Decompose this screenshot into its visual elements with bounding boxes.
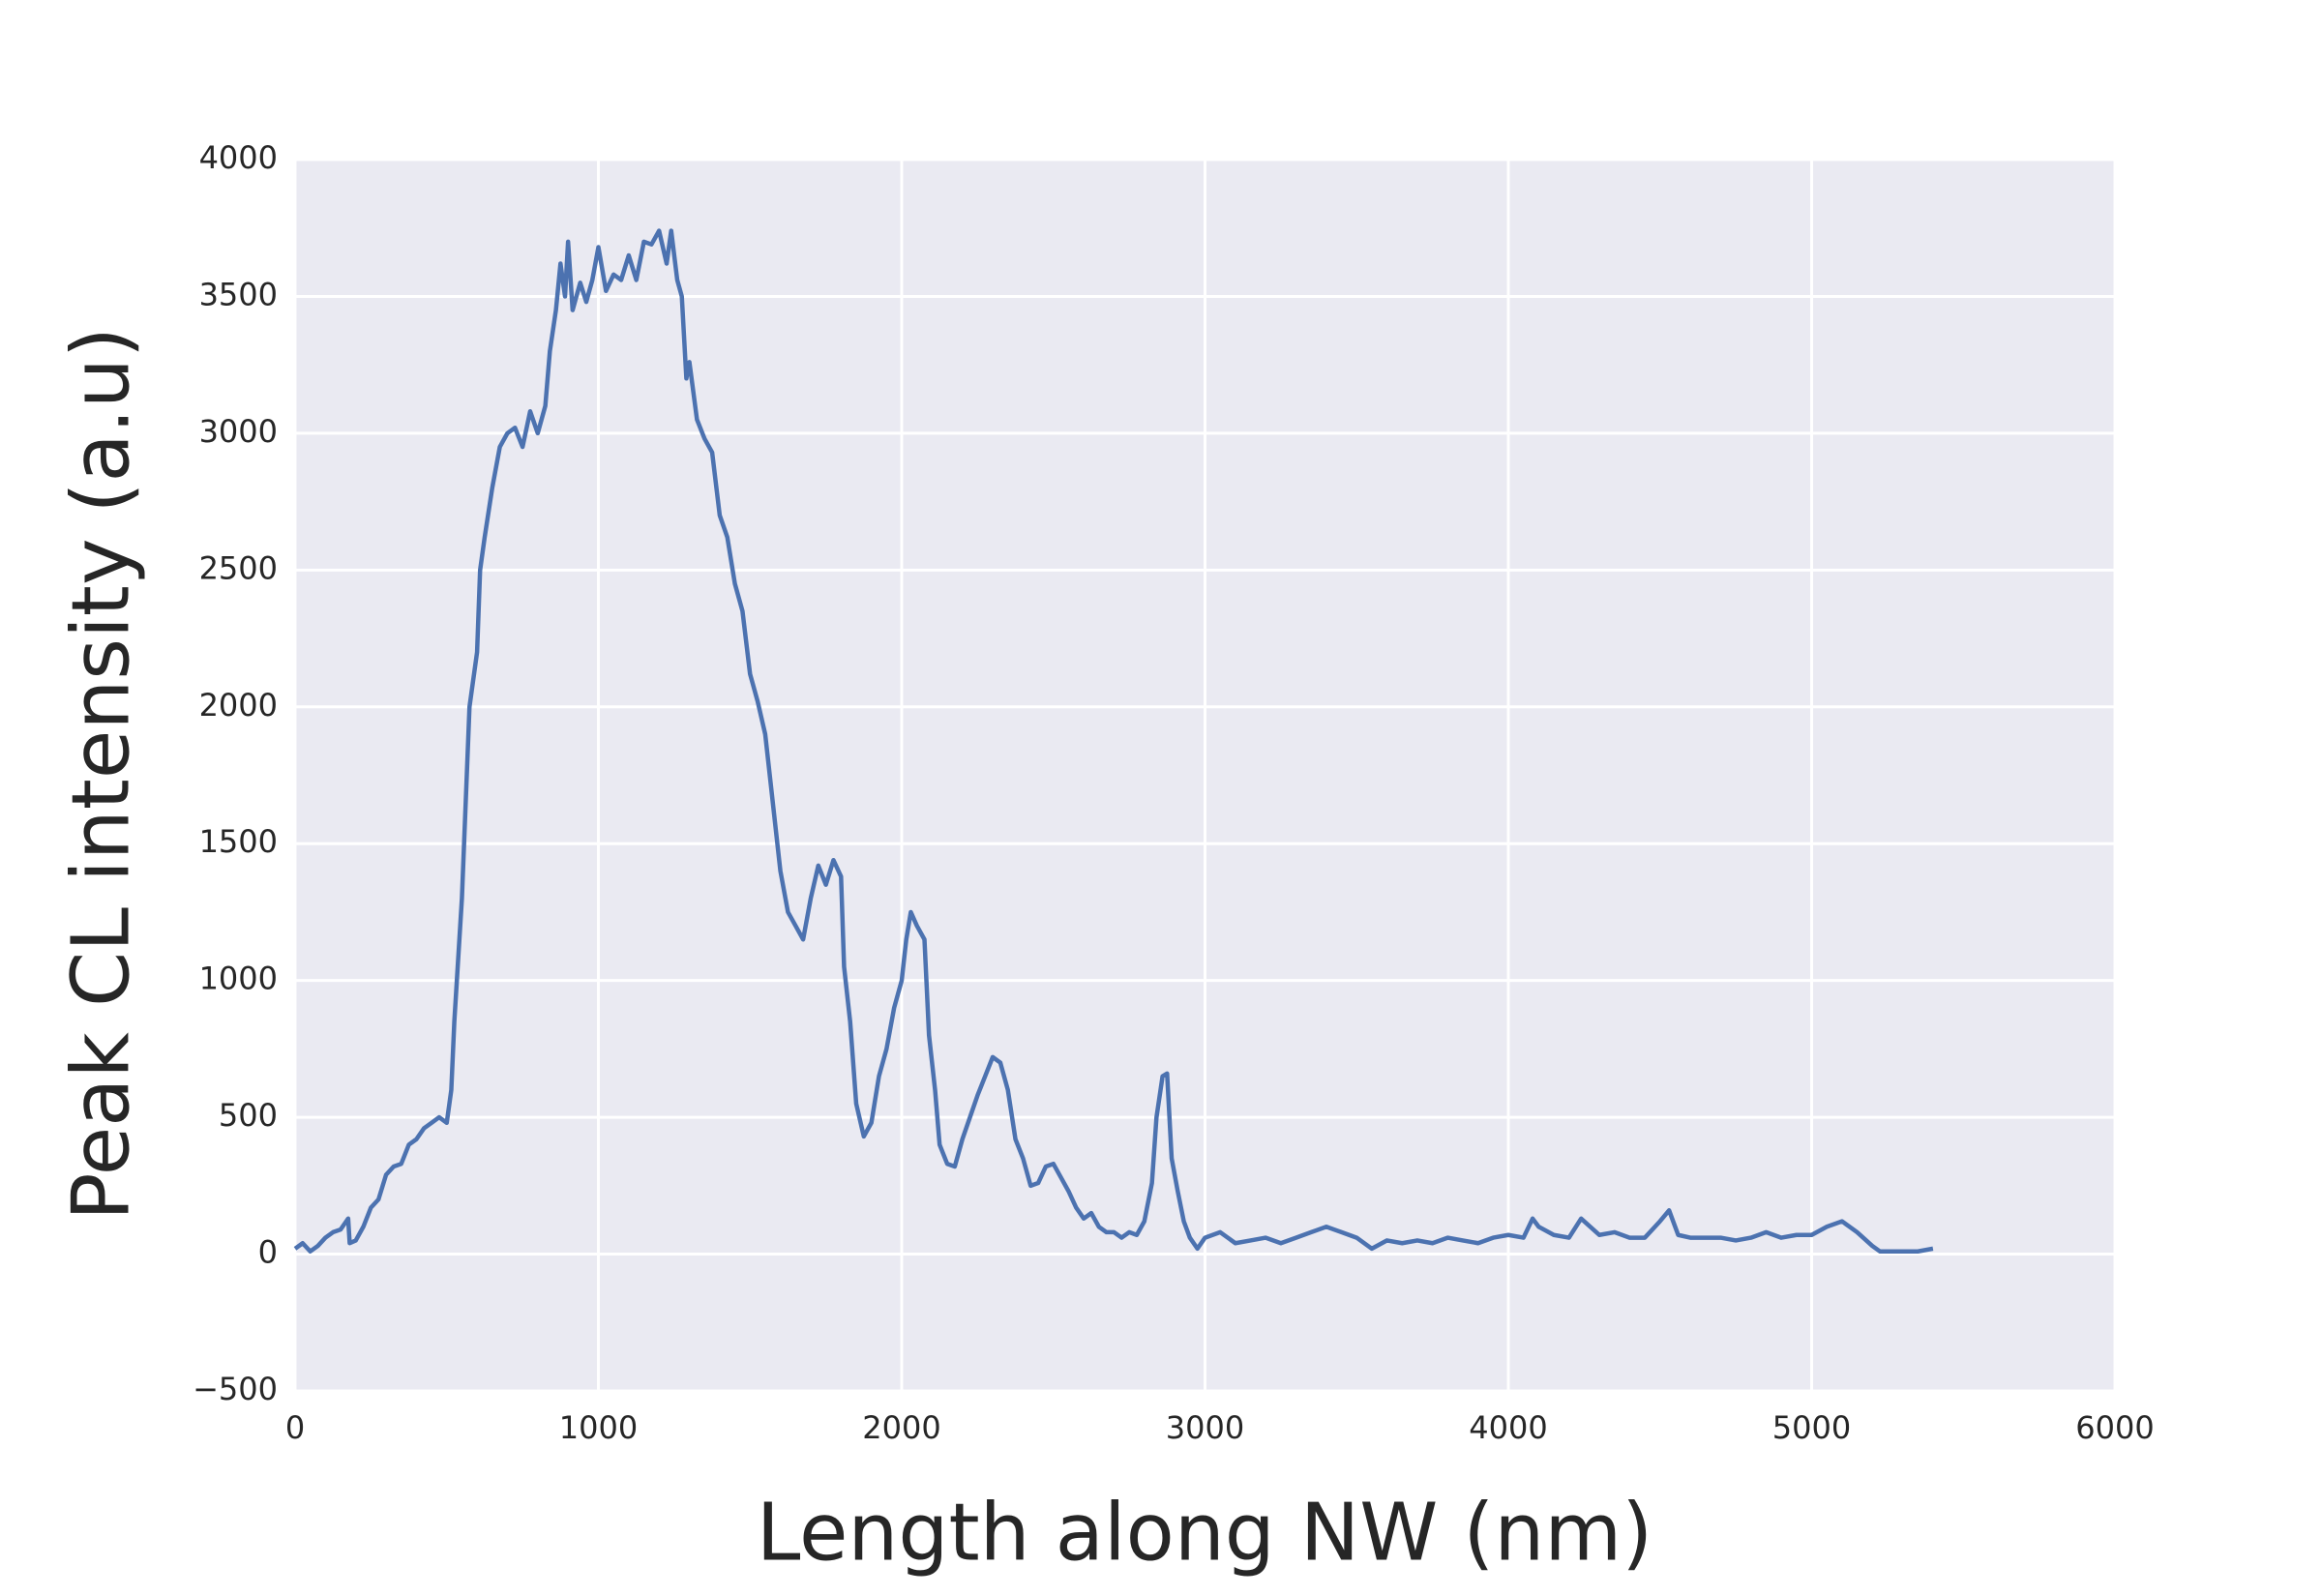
x-tick-label: 6000	[2075, 1409, 2154, 1446]
x-tick-label: 1000	[559, 1409, 638, 1446]
x-tick-label: 5000	[1772, 1409, 1851, 1446]
x-tick-label: 2000	[862, 1409, 940, 1446]
y-tick-label: 2000	[199, 687, 278, 724]
y-tick-label: 0	[258, 1234, 278, 1271]
y-tick-label: 4000	[199, 139, 278, 176]
y-tick-label: 3500	[199, 276, 278, 312]
y-tick-label: 1000	[199, 961, 278, 997]
y-tick-label: −500	[193, 1371, 278, 1407]
x-axis-label: Length along NW (nm)	[757, 1487, 1653, 1579]
y-axis-label: Peak CL intensity (a.u)	[55, 327, 147, 1221]
x-tick-label: 4000	[1469, 1409, 1547, 1446]
y-tick-label: 3000	[199, 413, 278, 450]
y-tick-label: 1500	[199, 823, 278, 860]
x-tick-label: 0	[285, 1409, 305, 1446]
y-tick-label: 500	[219, 1097, 278, 1134]
x-tick-label: 3000	[1166, 1409, 1244, 1446]
y-tick-label: 2500	[199, 549, 278, 586]
data-line	[293, 228, 1934, 1254]
